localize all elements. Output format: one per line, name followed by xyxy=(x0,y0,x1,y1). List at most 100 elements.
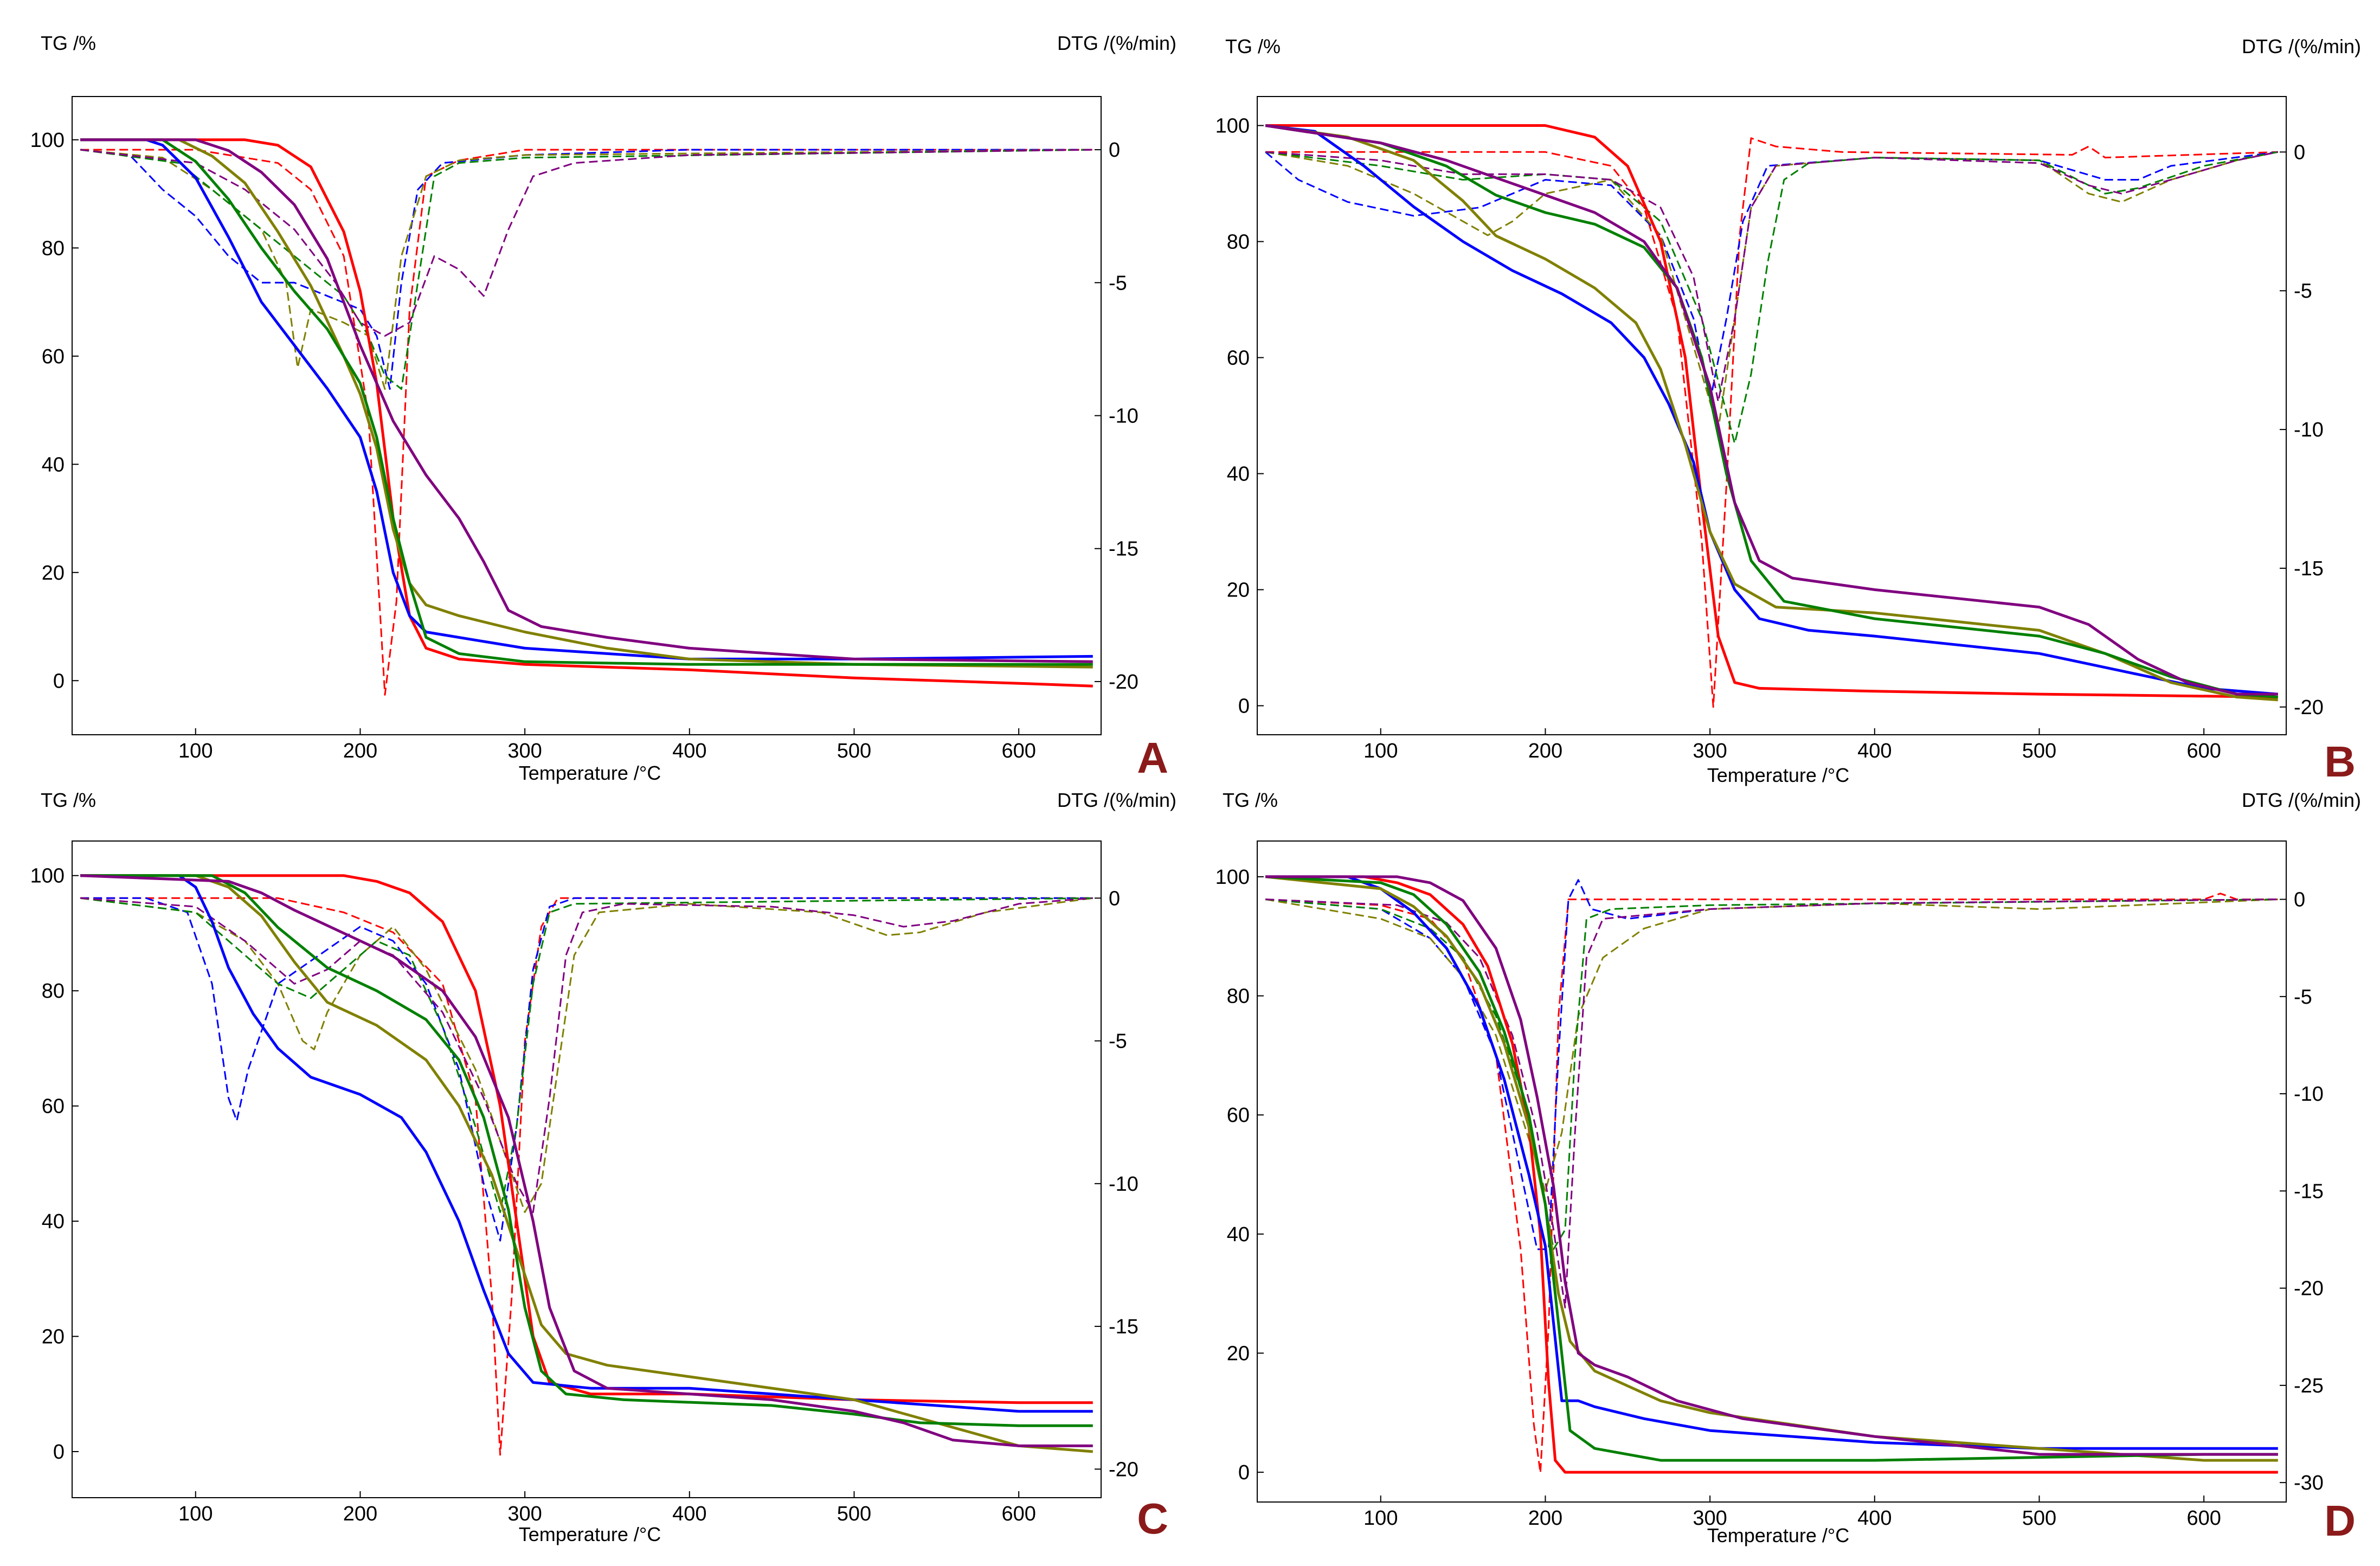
tg-axis-title: TG /% xyxy=(41,32,96,54)
dtg-curve xyxy=(1265,151,2279,445)
tg-curve xyxy=(1265,875,2278,1462)
x-tick-label: 500 xyxy=(837,740,871,762)
x-tick-label: 400 xyxy=(1857,1507,1892,1530)
y-left-tick-label: 60 xyxy=(42,1095,65,1118)
chart-c-svg: TG /% DTG /(%/min) Temperature /°C C 100… xyxy=(30,789,1176,1545)
y-left-tick-label: 80 xyxy=(42,980,65,1003)
y-left-tick-label: 60 xyxy=(42,345,65,368)
y-left-tick-label: 80 xyxy=(42,237,65,260)
x-axis-title: Temperature /°C xyxy=(519,762,661,784)
y-left-tick-label: 0 xyxy=(1238,695,1250,718)
x-tick-label: 400 xyxy=(1857,740,1892,762)
dtg-curve xyxy=(1265,151,2278,403)
y-right-tick-label: -10 xyxy=(2294,419,2324,441)
dtg-curve xyxy=(80,897,1093,1456)
y-right-tick-label: -20 xyxy=(1109,671,1138,694)
dtg-axis-title: DTG /(%/min) xyxy=(2242,789,2361,811)
tg-axis-title: TG /% xyxy=(41,789,96,811)
dtg-curve xyxy=(80,897,1093,1213)
tg-curve xyxy=(80,874,1093,1447)
panel-a: TG /% DTG /(%/min) Temperature /°C A 100… xyxy=(0,0,1190,784)
dtg-curve xyxy=(80,149,1093,696)
panel-d: TG /% DTG /(%/min) Temperature /°C D 100… xyxy=(1190,783,2380,1566)
tg-curve xyxy=(80,138,1093,666)
tg-axis-title: TG /% xyxy=(1225,35,1281,57)
y-left-tick-label: 40 xyxy=(42,1210,65,1233)
tg-curve xyxy=(80,874,1093,1427)
y-left-tick-label: 80 xyxy=(1227,985,1250,1008)
x-axis-title: Temperature /°C xyxy=(1707,764,1850,786)
y-right-tick-label: -30 xyxy=(2294,1472,2324,1494)
plot-frame xyxy=(1257,840,2287,1503)
y-right-tick-label: -20 xyxy=(2294,1278,2324,1300)
y-right-tick-label: -15 xyxy=(1109,1315,1138,1338)
dtg-curve xyxy=(1265,898,2278,1192)
dtg-curve xyxy=(80,149,1093,337)
dtg-curve xyxy=(80,897,1093,1213)
chart-a-svg: TG /% DTG /(%/min) Temperature /°C A 100… xyxy=(30,32,1176,784)
dtg-curve xyxy=(80,897,1093,1213)
y-left-tick-label: 40 xyxy=(1227,463,1250,486)
dtg-axis-title: DTG /(%/min) xyxy=(1057,32,1176,54)
y-right-tick-label: -20 xyxy=(2294,696,2324,719)
x-tick-label: 100 xyxy=(1363,740,1398,762)
x-tick-label: 600 xyxy=(1001,740,1035,762)
panel-c: TG /% DTG /(%/min) Temperature /°C C 100… xyxy=(0,783,1190,1566)
dtg-curve xyxy=(80,149,1093,390)
x-tick-label: 100 xyxy=(178,1503,213,1525)
tg-curve xyxy=(1265,875,2278,1450)
dtg-curve xyxy=(1265,879,2278,1250)
y-left-tick-label: 0 xyxy=(53,1441,65,1464)
y-right-tick-label: 0 xyxy=(2294,889,2305,912)
tg-curve xyxy=(1265,875,2278,1456)
dtg-axis-title: DTG /(%/min) xyxy=(2242,35,2361,57)
dtg-curve xyxy=(1265,898,2278,1250)
plot-frame xyxy=(72,96,1102,735)
tg-curve xyxy=(1265,124,2278,696)
y-right-tick-label: -10 xyxy=(1109,405,1138,428)
x-tick-label: 200 xyxy=(1528,1507,1562,1530)
dtg-curve xyxy=(80,897,1093,1242)
tg-curve xyxy=(80,874,1093,1453)
dtg-curve xyxy=(1265,151,2279,403)
panel-letter: C xyxy=(1137,1494,1168,1543)
y-left-tick-label: 40 xyxy=(1227,1223,1250,1246)
x-tick-label: 200 xyxy=(1528,740,1562,762)
y-right-tick-label: 0 xyxy=(1109,887,1120,910)
x-tick-label: 500 xyxy=(837,1503,871,1525)
dtg-axis-title: DTG /(%/min) xyxy=(1057,789,1176,811)
tg-curve xyxy=(80,138,1093,669)
chart-b-svg: TG /% DTG /(%/min) Temperature /°C B 100… xyxy=(1215,35,2361,786)
chart-d-svg: TG /% DTG /(%/min) Temperature /°C D 100… xyxy=(1215,789,2361,1546)
plot-frame xyxy=(72,840,1102,1498)
tg-curve xyxy=(1265,124,2278,698)
y-right-tick-label: 0 xyxy=(2294,141,2305,164)
x-tick-label: 300 xyxy=(507,740,542,762)
y-left-tick-label: 20 xyxy=(1227,579,1250,602)
y-left-tick-label: 20 xyxy=(1227,1342,1250,1365)
dtg-curve xyxy=(80,149,1093,390)
y-right-tick-label: -25 xyxy=(2294,1375,2324,1397)
y-right-tick-label: -5 xyxy=(2294,986,2312,1009)
x-tick-label: 400 xyxy=(672,1503,706,1525)
y-right-tick-label: -20 xyxy=(1109,1458,1138,1481)
x-tick-label: 600 xyxy=(2186,1507,2221,1530)
dtg-curve xyxy=(1265,898,2278,1308)
panel-letter: D xyxy=(2324,1497,2356,1545)
y-left-tick-label: 0 xyxy=(53,670,65,692)
x-tick-label: 500 xyxy=(2022,740,2056,762)
x-tick-label: 300 xyxy=(507,1503,542,1525)
y-right-tick-label: -10 xyxy=(2294,1083,2324,1106)
dtg-curve xyxy=(1265,137,2278,708)
tg-curve xyxy=(1265,875,2278,1462)
y-right-tick-label: 0 xyxy=(1109,139,1120,162)
dtg-curve xyxy=(1265,151,2279,431)
x-axis-title: Temperature /°C xyxy=(1707,1524,1850,1546)
x-tick-label: 600 xyxy=(2186,740,2221,762)
y-right-tick-label: -15 xyxy=(2294,1180,2324,1203)
panel-letter: B xyxy=(2324,737,2356,786)
tg-curve xyxy=(80,874,1093,1404)
y-left-tick-label: 20 xyxy=(42,1326,65,1349)
y-right-tick-label: -15 xyxy=(1109,538,1138,561)
